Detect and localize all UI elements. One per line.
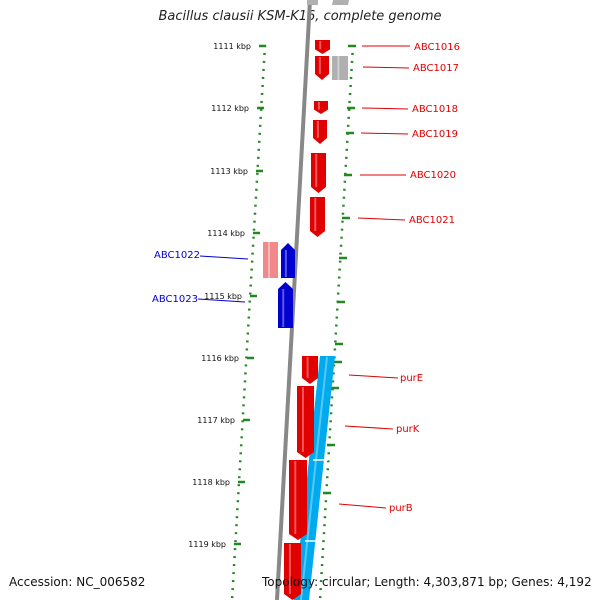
gene-label-purE[interactable]: purE	[400, 373, 423, 384]
genome-backbone	[275, 0, 312, 600]
gene-ABC1021[interactable]	[310, 197, 325, 237]
gene-leader-line	[199, 255, 249, 260]
gene-label-ABC1022[interactable]: ABC1022	[154, 250, 200, 261]
scale-label: 1115 kbp	[204, 292, 242, 301]
gene-label-ABC1019[interactable]: ABC1019	[412, 129, 458, 140]
cyan-feature-track[interactable]	[294, 356, 335, 600]
gene-leader-line	[360, 132, 409, 135]
scale-label: 1114 kbp	[207, 229, 245, 238]
gene-purE[interactable]	[302, 356, 318, 384]
gene-leader-line	[357, 217, 406, 221]
pale-red-feature[interactable]	[263, 242, 278, 278]
gene-ABC1016[interactable]	[315, 40, 330, 54]
gene-label-ABC1023[interactable]: ABC1023	[152, 294, 198, 305]
gene-ABC1018[interactable]	[314, 101, 328, 114]
gene-label-ABC1020[interactable]: ABC1020	[410, 170, 456, 181]
gene-label-purB[interactable]: purB	[389, 503, 413, 514]
gray-feature[interactable]	[332, 56, 348, 80]
gene-ABC1017[interactable]	[315, 56, 329, 80]
gene-ABC1023[interactable]	[278, 282, 293, 328]
left-guide-dots	[230, 44, 267, 600]
gene-leader-line	[348, 374, 399, 379]
gene-label-purK[interactable]: purK	[396, 424, 420, 435]
top-gray-feature	[307, 0, 318, 5]
gene-leader-line	[362, 66, 410, 69]
scale-ruler: 1111 kbp 1112 kbp 1113 kbp 1114 kbp 1115 kbp…	[188, 42, 356, 549]
gene-ABC1019[interactable]	[313, 120, 327, 144]
scale-label: 1118 kbp	[192, 478, 230, 487]
scale-label: 1116 kbp	[201, 354, 239, 363]
genome-summary-text: Topology: circular; Length: 4,303,871 bp…	[262, 575, 592, 589]
scale-label: 1112 kbp	[211, 104, 249, 113]
scale-label: 1119 kbp	[188, 540, 226, 549]
top-gray-feature-2	[332, 0, 349, 5]
scale-label: 1111 kbp	[213, 42, 251, 51]
gene-pur-extra[interactable]	[284, 543, 301, 600]
gene-label-ABC1021[interactable]: ABC1021	[409, 215, 455, 226]
gene-label-ABC1017[interactable]: ABC1017	[413, 63, 459, 74]
gene-leader-line	[344, 425, 394, 430]
gene-purB[interactable]	[289, 460, 307, 540]
scale-label: 1113 kbp	[210, 167, 248, 176]
gene-label-ABC1016[interactable]: ABC1016	[414, 42, 460, 53]
gene-purK[interactable]	[297, 386, 314, 458]
gene-ABC1020[interactable]	[311, 153, 326, 193]
scale-label: 1117 kbp	[197, 416, 235, 425]
gene-label-ABC1018[interactable]: ABC1018	[412, 104, 458, 115]
gene-leader-line	[197, 298, 246, 303]
gene-ABC1022[interactable]	[281, 243, 295, 278]
cyan-feature-shine	[300, 356, 328, 600]
backbone-line	[275, 0, 312, 600]
feature-track	[263, 0, 349, 600]
gene-label-layer: ABC1016 ABC1017 ABC1018 ABC1019 ABC1020 ABC10…	[152, 42, 460, 514]
gene-leader-line	[361, 107, 409, 110]
gene-leader-line	[338, 503, 387, 509]
accession-text: Accession: NC_006582	[9, 575, 146, 589]
map-title: Bacillus clausii KSM-K16, complete genom…	[158, 9, 442, 24]
